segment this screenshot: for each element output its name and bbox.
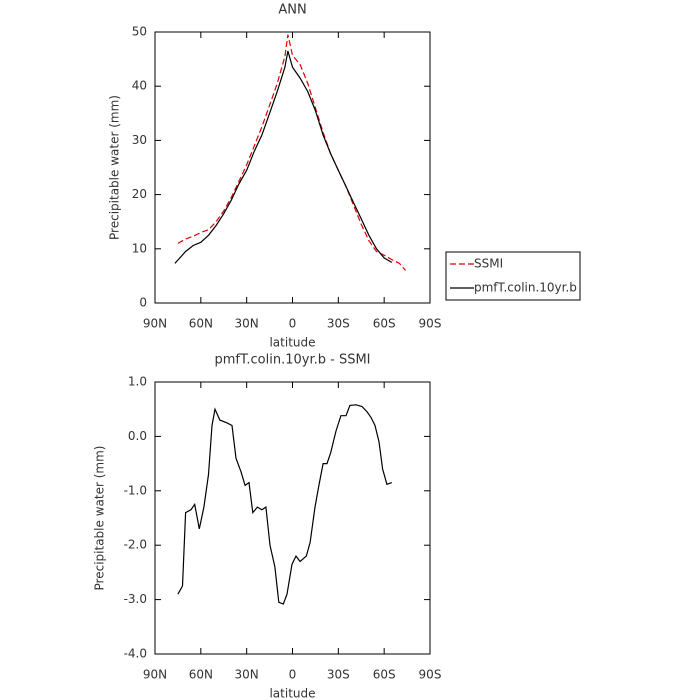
legend-label: SSMI (474, 257, 503, 271)
y-tick-label: 50 (132, 25, 147, 39)
x-tick-label: 90N (143, 668, 167, 682)
data-line (177, 404, 392, 605)
y-tick-label: -3.0 (124, 592, 147, 606)
x-axis-label: latitude (269, 687, 315, 700)
y-axis-label: Precipitable water (mm) (108, 95, 122, 240)
y-axis-label: Precipitable water (mm) (93, 446, 107, 591)
x-tick-label: 60N (189, 668, 213, 682)
x-tick-label: 60N (189, 317, 213, 331)
y-tick-label: -4.0 (124, 647, 147, 661)
x-tick-label: 90N (143, 317, 167, 331)
x-tick-label: 90S (419, 317, 442, 331)
x-tick-label: 0 (289, 317, 297, 331)
chart-title: ANN (278, 3, 306, 18)
x-tick-label: 90S (419, 668, 442, 682)
x-tick-label: 0 (289, 668, 297, 682)
x-tick-label: 30N (235, 317, 259, 331)
chart-title: pmfT.colin.10yr.b - SSMI (215, 353, 371, 368)
y-tick-label: 10 (132, 241, 147, 255)
x-tick-label: 30N (235, 668, 259, 682)
y-tick-label: -1.0 (124, 483, 147, 497)
x-tick-label: 30S (327, 317, 350, 331)
data-line (177, 34, 407, 271)
y-tick-label: -2.0 (124, 538, 147, 552)
y-tick-label: 1.0 (128, 375, 147, 389)
y-tick-label: 40 (132, 79, 147, 93)
y-tick-label: 0 (139, 296, 147, 310)
legend-label: pmfT.colin.10yr.b (474, 281, 577, 295)
plot-frame (154, 31, 431, 304)
y-tick-label: 0.0 (128, 429, 147, 443)
legend-box (445, 251, 581, 301)
x-tick-label: 60S (373, 317, 396, 331)
y-tick-label: 20 (132, 187, 147, 201)
x-axis-label: latitude (269, 336, 315, 350)
x-tick-label: 30S (327, 668, 350, 682)
x-tick-label: 60S (373, 668, 396, 682)
data-line (174, 50, 393, 264)
y-tick-label: 30 (132, 133, 147, 147)
plot-frame (154, 381, 431, 655)
